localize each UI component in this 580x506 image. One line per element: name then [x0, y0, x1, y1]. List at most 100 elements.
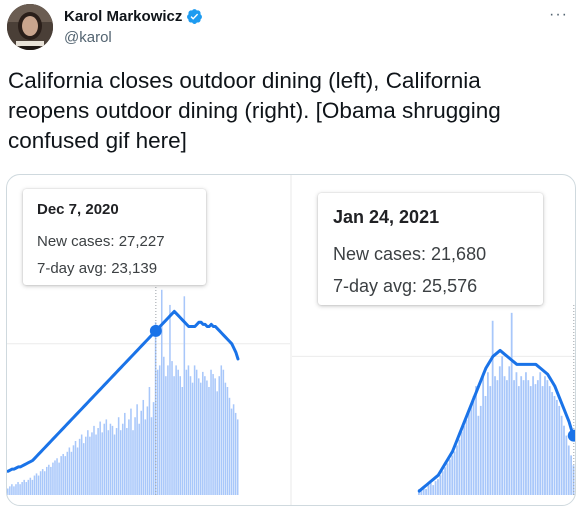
tweet-media-image[interactable]: Dec 7, 2020 New cases: 27,227 7-day avg:…	[6, 174, 576, 506]
bar	[437, 479, 439, 495]
bar	[228, 397, 231, 495]
bar	[33, 475, 36, 495]
bar	[91, 432, 93, 495]
bar	[529, 386, 532, 495]
bar	[510, 312, 513, 495]
bar	[422, 487, 425, 495]
bar	[470, 405, 473, 495]
bar	[101, 432, 103, 495]
bar	[93, 425, 95, 495]
bar	[134, 417, 136, 495]
chart-left-tooltip: Dec 7, 2020 New cases: 27,227 7-day avg:…	[23, 189, 206, 285]
bar	[551, 392, 553, 495]
bar	[29, 477, 32, 495]
bar	[158, 365, 161, 495]
tweet-text: California closes outdoor dining (left),…	[8, 68, 501, 153]
bar	[479, 405, 482, 495]
author-name-row: Karol Markowicz	[64, 8, 203, 25]
bar	[432, 485, 435, 495]
bar	[501, 356, 504, 495]
bar	[532, 376, 534, 495]
bar	[128, 419, 130, 495]
bar	[41, 469, 44, 495]
bar	[64, 456, 67, 495]
bar	[508, 366, 511, 495]
tooltip-7-day-avg: 7-day avg: 23,139	[37, 260, 158, 277]
bar	[54, 460, 56, 495]
seven-day-average-line	[7, 309, 240, 473]
bar	[144, 419, 147, 495]
bar	[522, 380, 525, 495]
bar	[503, 376, 506, 495]
bar	[175, 365, 177, 495]
bar	[37, 475, 40, 495]
bar	[218, 376, 221, 495]
bar	[534, 384, 537, 495]
chart-left-svg	[7, 287, 290, 495]
bar	[152, 402, 155, 495]
bar	[97, 428, 99, 495]
bar	[177, 369, 179, 495]
bar	[113, 434, 116, 495]
bar	[460, 431, 463, 495]
hover-point	[567, 429, 575, 442]
bar	[572, 465, 575, 495]
bar	[23, 479, 25, 495]
bar	[232, 404, 235, 495]
bar	[214, 378, 216, 495]
bar	[456, 445, 458, 495]
bar	[132, 430, 134, 495]
chart-right: Jan 24, 2021 New cases: 21,680 7-day avg…	[292, 175, 575, 505]
profile-photo-icon	[7, 4, 53, 50]
bar	[513, 380, 515, 495]
bar	[544, 376, 546, 495]
bar	[448, 459, 451, 495]
bar	[103, 423, 106, 495]
bar	[465, 419, 468, 495]
bar	[80, 434, 83, 495]
bar	[444, 467, 446, 495]
bar	[563, 425, 565, 495]
bar	[169, 304, 171, 495]
bar	[105, 419, 108, 495]
tooltip-7-day-avg: 7-day avg: 25,576	[333, 276, 478, 296]
bar	[224, 382, 227, 495]
bar	[193, 365, 196, 495]
chart-right-svg	[292, 305, 575, 495]
bar	[52, 462, 54, 495]
bar	[48, 464, 50, 495]
bar	[82, 443, 85, 495]
avatar[interactable]	[7, 4, 53, 50]
bar	[35, 473, 38, 495]
more-options-icon[interactable]: ···	[549, 6, 568, 23]
bar	[191, 382, 194, 495]
bar	[78, 438, 81, 495]
bar	[475, 386, 477, 495]
bar	[179, 376, 181, 495]
bar	[109, 423, 112, 495]
bar	[451, 455, 454, 495]
bar	[156, 369, 159, 495]
bar	[39, 471, 42, 495]
bar	[487, 372, 489, 495]
bar	[27, 479, 30, 495]
bar	[489, 386, 492, 495]
bar	[187, 365, 190, 495]
bar	[183, 296, 186, 495]
bar	[498, 366, 501, 495]
bar	[427, 485, 430, 495]
bar	[99, 421, 101, 495]
bar	[491, 320, 494, 495]
bar	[425, 489, 427, 495]
bar	[558, 405, 561, 495]
bar	[124, 412, 126, 495]
bar	[439, 475, 442, 495]
bar	[548, 386, 551, 495]
bar	[173, 376, 175, 495]
bar	[171, 361, 173, 495]
bar	[150, 417, 153, 495]
bar	[7, 488, 9, 495]
author-handle[interactable]: @karol	[64, 29, 112, 46]
author-name[interactable]: Karol Markowicz	[64, 8, 183, 25]
bar	[31, 479, 34, 495]
